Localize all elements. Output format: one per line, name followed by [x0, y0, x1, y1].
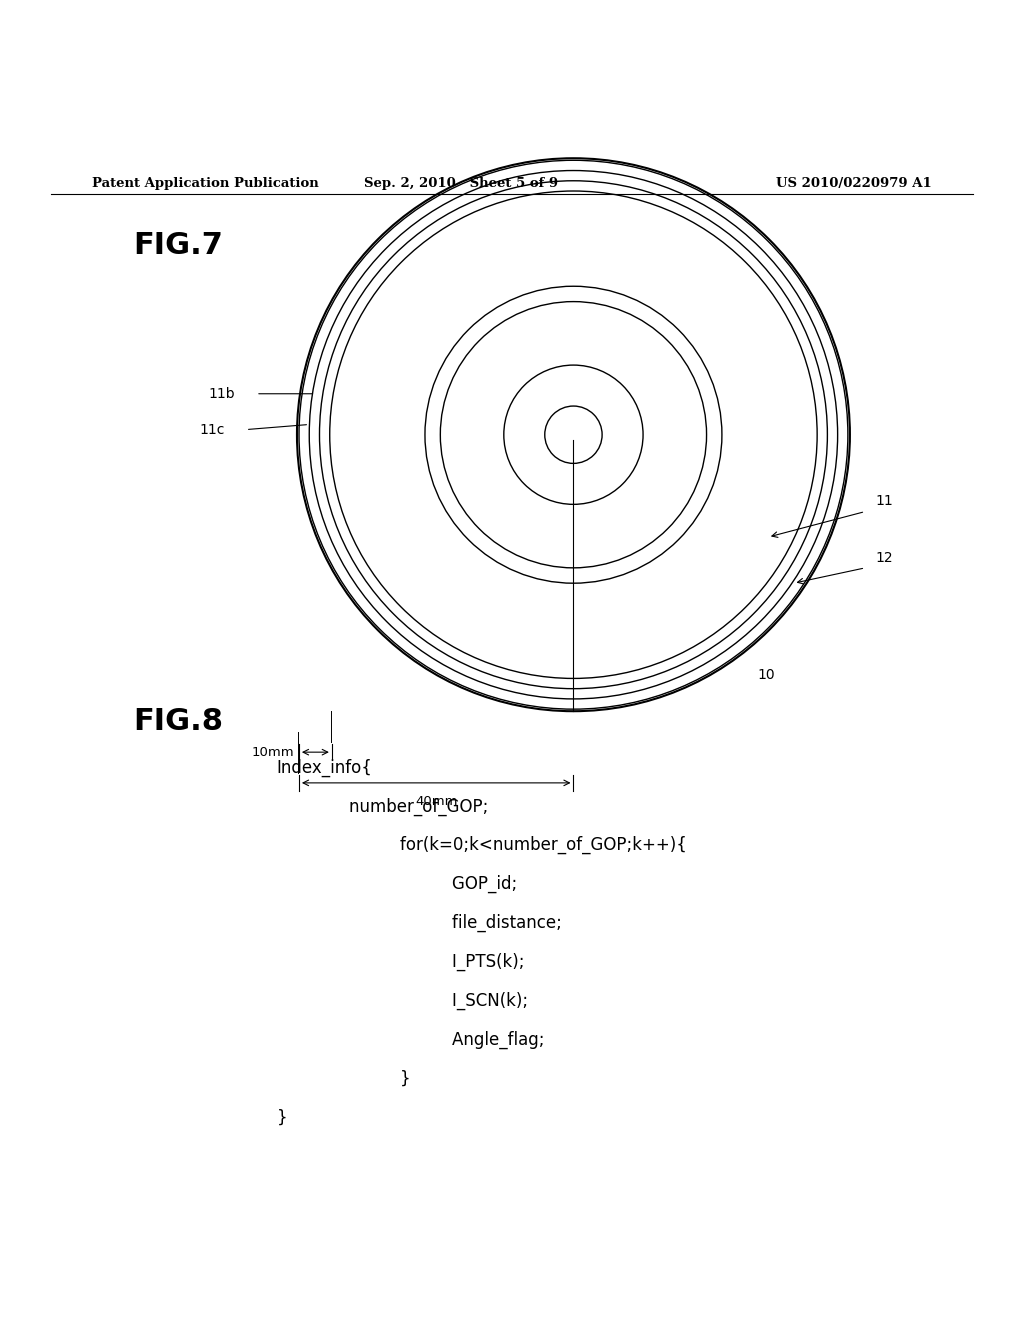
Text: file_distance;: file_distance; [389, 913, 562, 932]
Text: for(k=0;k<number_of_GOP;k++){: for(k=0;k<number_of_GOP;k++){ [358, 836, 687, 854]
Text: 10: 10 [758, 668, 775, 682]
Text: 11b: 11b [209, 387, 236, 401]
Text: 10mm: 10mm [251, 746, 294, 759]
Text: 12: 12 [876, 550, 893, 565]
Text: 11c: 11c [200, 422, 225, 437]
Text: Sep. 2, 2010   Sheet 5 of 9: Sep. 2, 2010 Sheet 5 of 9 [364, 177, 558, 190]
Text: 11: 11 [876, 494, 893, 508]
Text: FIG.7: FIG.7 [133, 231, 223, 260]
Text: Angle_flag;: Angle_flag; [389, 1031, 545, 1049]
Text: }: } [276, 1109, 287, 1127]
Text: Patent Application Publication: Patent Application Publication [92, 177, 318, 190]
Text: number_of_GOP;: number_of_GOP; [328, 797, 488, 816]
Text: Index_info{: Index_info{ [276, 759, 373, 776]
Text: 40mm: 40mm [415, 795, 458, 808]
Text: US 2010/0220979 A1: US 2010/0220979 A1 [776, 177, 932, 190]
Text: FIG.8: FIG.8 [133, 708, 223, 737]
Text: I_SCN(k);: I_SCN(k); [389, 991, 528, 1010]
Text: }: } [358, 1069, 411, 1088]
Text: I_PTS(k);: I_PTS(k); [389, 953, 524, 972]
Text: GOP_id;: GOP_id; [389, 875, 517, 894]
